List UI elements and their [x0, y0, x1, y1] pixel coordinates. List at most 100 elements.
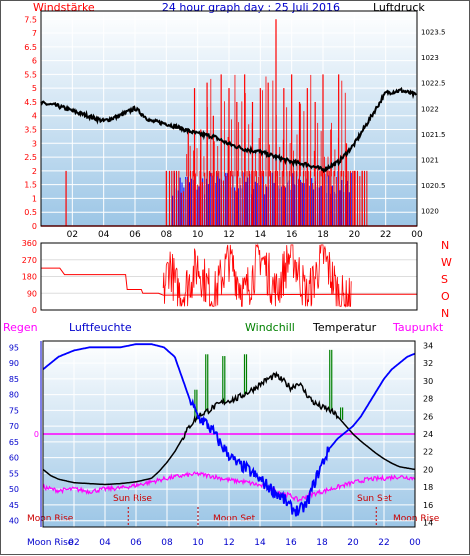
time-tick-label: 00 [411, 230, 423, 240]
humidity-tick-label: 65 [9, 438, 19, 447]
time-tick-label: 18 [316, 538, 328, 548]
pressure-tick-label: 1021.5 [421, 131, 446, 139]
time-tick-label: 18 [317, 230, 329, 240]
pressure-tick-label: 1020.5 [421, 182, 446, 190]
humidity-tick-label: 40 [9, 517, 19, 526]
time-tick-label: 16 [286, 230, 298, 240]
direction-tick-label: 90 [27, 289, 37, 298]
plot1-frame [40, 10, 418, 227]
moon-rise-label-left: Moon Rise [27, 514, 74, 524]
humidity-tick-label: 60 [9, 454, 19, 463]
time-tick-label: 04 [98, 230, 110, 240]
wind-tick-label: 2 [32, 167, 37, 176]
pressure-tick-label: 1022 [421, 105, 439, 113]
wind-tick-label: 7.5 [24, 15, 37, 24]
dewpoint-line [42, 471, 416, 503]
time-tick-label: 20 [347, 538, 359, 548]
time-tick-label: 06 [130, 538, 142, 548]
pressure-axis-title: Luftdruck [373, 1, 425, 14]
humidity-tick-label: 90 [9, 359, 19, 368]
page-title: 24 hour graph day : 25 Juli 2016 [162, 1, 340, 14]
temperature-tick-label: 20 [423, 465, 433, 474]
wind-tick-label: 4 [32, 112, 37, 121]
humidity-line [42, 343, 416, 517]
wind-tick-label: 0.5 [24, 208, 37, 217]
legend-temperature: Temperatur [312, 321, 377, 334]
legend-dewpoint: Taupunkt [392, 321, 444, 334]
time-tick-label: 02 [67, 230, 78, 240]
pressure-tick-label: 1023 [421, 54, 439, 62]
wind-tick-label: 5 [32, 84, 37, 93]
humidity-tick-label: 95 [9, 343, 19, 352]
temperature-tick-label: 26 [423, 412, 433, 421]
direction-line-calm [41, 267, 417, 296]
direction-line-gusty [162, 243, 352, 308]
time-tick-label: 08 [161, 230, 173, 240]
legend-windchill: Windchill [245, 321, 295, 334]
time-tick-label: 14 [254, 538, 266, 548]
direction-label-s: S [441, 273, 448, 286]
wind-tick-label: 1.5 [24, 181, 37, 190]
wind-axis-title: Windstärke [33, 1, 95, 14]
wind-tick-label: 6.5 [24, 43, 37, 52]
time-tick-label: 16 [285, 538, 297, 548]
humidity-tick-label: 75 [9, 406, 19, 415]
plot3-frame [42, 340, 416, 528]
temperature-tick-label: 30 [423, 377, 433, 386]
moon-set-label: Moon Set [213, 514, 256, 524]
direction-tick-label: 360 [22, 239, 37, 248]
time-tick-label: 14 [255, 230, 267, 240]
time-tick-label: 22 [380, 230, 391, 240]
time-tick-label: 12 [223, 230, 234, 240]
time-tick-label: 10 [192, 538, 204, 548]
wind-tick-label: 6 [32, 57, 37, 66]
wind-tick-label: 5.5 [24, 70, 37, 79]
temperature-tick-label: 32 [423, 359, 433, 368]
direction-tick-label: 0 [32, 306, 37, 315]
pressure-tick-label: 1022.5 [421, 80, 446, 88]
moon-rise-axis-label: Moon Rise [27, 538, 74, 548]
wind-tick-label: 7 [32, 29, 37, 38]
plot2-frame [40, 242, 418, 311]
direction-label-o: O [441, 290, 450, 303]
pressure-tick-label: 1020 [421, 208, 439, 216]
humidity-tick-label: 55 [9, 469, 19, 478]
humidity-tick-label: 85 [9, 375, 19, 384]
direction-tick-label: 180 [22, 273, 37, 282]
wind-tick-label: 4.5 [24, 98, 37, 107]
wind-tick-label: 3 [32, 139, 37, 148]
time-tick-label: 08 [161, 538, 173, 548]
temperature-tick-label: 28 [423, 395, 433, 404]
rain-tick-label: 0 [34, 430, 39, 439]
pressure-line [40, 86, 417, 174]
moon-rise-label-right: Moon Rise [393, 514, 440, 524]
legend-humidity: Luftfeuchte [69, 321, 132, 334]
time-tick-label: 10 [192, 230, 204, 240]
humidity-tick-label: 80 [9, 391, 19, 400]
humidity-tick-label: 50 [9, 485, 19, 494]
direction-label-n-top: N [441, 239, 449, 252]
time-tick-label: 02 [68, 538, 79, 548]
sun-rise-label: Sun Rise [113, 494, 152, 504]
wind-tick-label: 2.5 [24, 153, 37, 162]
direction-label-w: W [441, 256, 452, 269]
time-tick-label: 06 [129, 230, 141, 240]
wind-tick-label: 1 [32, 194, 37, 203]
time-tick-label: 12 [223, 538, 234, 548]
pressure-tick-label: 1023.5 [421, 28, 446, 36]
temperature-tick-label: 34 [423, 341, 433, 350]
humidity-tick-label: 45 [9, 501, 19, 510]
time-tick-label: 00 [409, 538, 421, 548]
temperature-tick-label: 14 [423, 519, 433, 528]
direction-label-n-bottom: N [441, 307, 449, 320]
sun-set-label: Sun Set [357, 494, 392, 504]
temperature-line [42, 370, 416, 486]
legend-rain: Regen [3, 321, 38, 334]
pressure-tick-label: 1021 [421, 156, 439, 164]
wind-tick-label: 3.5 [24, 126, 37, 135]
temperature-tick-label: 22 [423, 448, 433, 457]
time-tick-label: 22 [378, 538, 389, 548]
wind-tick-label: 0 [32, 222, 37, 231]
